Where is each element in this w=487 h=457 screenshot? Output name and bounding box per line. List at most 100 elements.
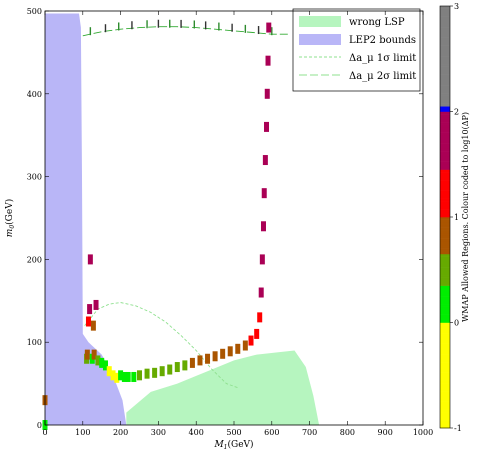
colorbar-band xyxy=(440,214,450,218)
colorbar-band xyxy=(440,35,450,38)
colorbar-band xyxy=(440,6,450,9)
colorbar-band xyxy=(440,230,450,234)
colorbar-band xyxy=(440,296,450,300)
wmap-point xyxy=(93,299,99,310)
legend-label: wrong LSP xyxy=(349,17,405,28)
colorbar-band xyxy=(440,420,450,424)
colorbar-band xyxy=(440,251,450,255)
colorbar-tick-label: 2 xyxy=(454,108,459,117)
colorbar-band xyxy=(440,151,450,154)
colorbar-band xyxy=(440,185,450,189)
colorbar-band xyxy=(440,161,450,165)
colorbar-band xyxy=(440,261,450,265)
colorbar-band xyxy=(440,401,450,405)
y-axis-title: m0(GeV) xyxy=(4,199,16,237)
colorbar-band xyxy=(440,412,450,416)
colorbar-band xyxy=(440,21,450,25)
colorbar-band xyxy=(440,58,450,62)
colorbar-band xyxy=(440,240,450,244)
colorbar-band xyxy=(440,166,450,170)
wmap-point xyxy=(174,362,180,373)
legend-swatch xyxy=(299,34,341,45)
colorbar-band xyxy=(440,267,450,271)
colorbar-band xyxy=(440,124,450,128)
wmap-point xyxy=(87,254,93,265)
colorbar-band xyxy=(440,209,450,213)
colorbar-band xyxy=(440,177,450,181)
colorbar-band xyxy=(440,340,450,344)
colorbar-band xyxy=(440,422,450,426)
colorbar-band xyxy=(440,13,450,17)
colorbar-band xyxy=(440,106,450,110)
colorbar-band xyxy=(440,369,450,373)
colorbar-band xyxy=(440,372,450,376)
y-tick-label: 200 xyxy=(27,255,42,264)
colorbar-band xyxy=(440,417,450,421)
colorbar-band xyxy=(440,282,450,286)
colorbar-band xyxy=(440,338,450,342)
colorbar-band xyxy=(440,356,450,360)
colorbar-band xyxy=(440,77,450,81)
wmap-point xyxy=(87,304,93,315)
colorbar-band xyxy=(440,53,450,57)
colorbar-band xyxy=(440,253,450,257)
wmap-point xyxy=(212,351,218,362)
legend: wrong LSP LEP2 bounds Δa_μ 1σ limit Δa_μ 2σ… xyxy=(292,8,421,92)
wmap-point xyxy=(118,370,124,381)
wmap-point xyxy=(110,370,116,381)
wmap-point xyxy=(264,121,270,132)
colorbar-band xyxy=(440,383,450,387)
wmap-point xyxy=(152,367,158,378)
colorbar-band xyxy=(440,290,450,294)
colorbar-band xyxy=(440,224,450,228)
colorbar-band xyxy=(440,275,450,278)
colorbar-band xyxy=(440,409,450,413)
colorbar-band xyxy=(440,169,450,173)
colorbar-band xyxy=(440,217,450,220)
wmap-point xyxy=(261,188,267,199)
wmap-point xyxy=(242,340,248,351)
colorbar-band xyxy=(440,203,450,207)
colorbar-band xyxy=(440,40,450,44)
colorbar-band xyxy=(440,66,450,70)
colorbar-band xyxy=(440,322,450,326)
x-tick-label: 800 xyxy=(340,428,355,437)
colorbar-band xyxy=(440,8,450,12)
colorbar-band xyxy=(440,114,450,118)
wmap-point xyxy=(137,370,142,381)
colorbar-band xyxy=(440,93,450,96)
colorbar-band xyxy=(440,56,450,60)
wmap-point xyxy=(99,357,105,368)
colorbar-band xyxy=(440,301,450,305)
colorbar-band xyxy=(440,227,450,231)
colorbar-band xyxy=(440,42,450,46)
wmap-point xyxy=(90,320,96,331)
colorbar-band xyxy=(440,143,450,147)
wmap-point xyxy=(254,328,260,339)
colorbar-band xyxy=(440,164,450,168)
colorbar-band xyxy=(440,111,450,115)
colorbar-band xyxy=(440,182,450,186)
colorbar-band xyxy=(440,145,450,149)
colorbar-band xyxy=(440,404,450,408)
colorbar-band xyxy=(440,98,450,102)
colorbar-band xyxy=(440,269,450,273)
colorbar-band xyxy=(440,248,450,252)
colorbar-band xyxy=(440,396,450,400)
wmap-point xyxy=(205,353,211,364)
colorbar-band xyxy=(440,74,450,78)
colorbar-band xyxy=(440,288,450,292)
colorbar-band xyxy=(440,24,450,28)
legend-label: LEP2 bounds xyxy=(349,35,416,46)
colorbar-band xyxy=(440,180,450,184)
colorbar-band xyxy=(440,309,450,313)
colorbar-band xyxy=(440,193,450,197)
colorbar-band xyxy=(440,172,450,176)
colorbar-band xyxy=(440,48,450,52)
wmap-point xyxy=(227,346,233,357)
colorbar-band xyxy=(440,367,450,371)
colorbar-band xyxy=(440,351,450,355)
colorbar-band xyxy=(440,335,450,339)
colorbar-band xyxy=(440,90,450,94)
